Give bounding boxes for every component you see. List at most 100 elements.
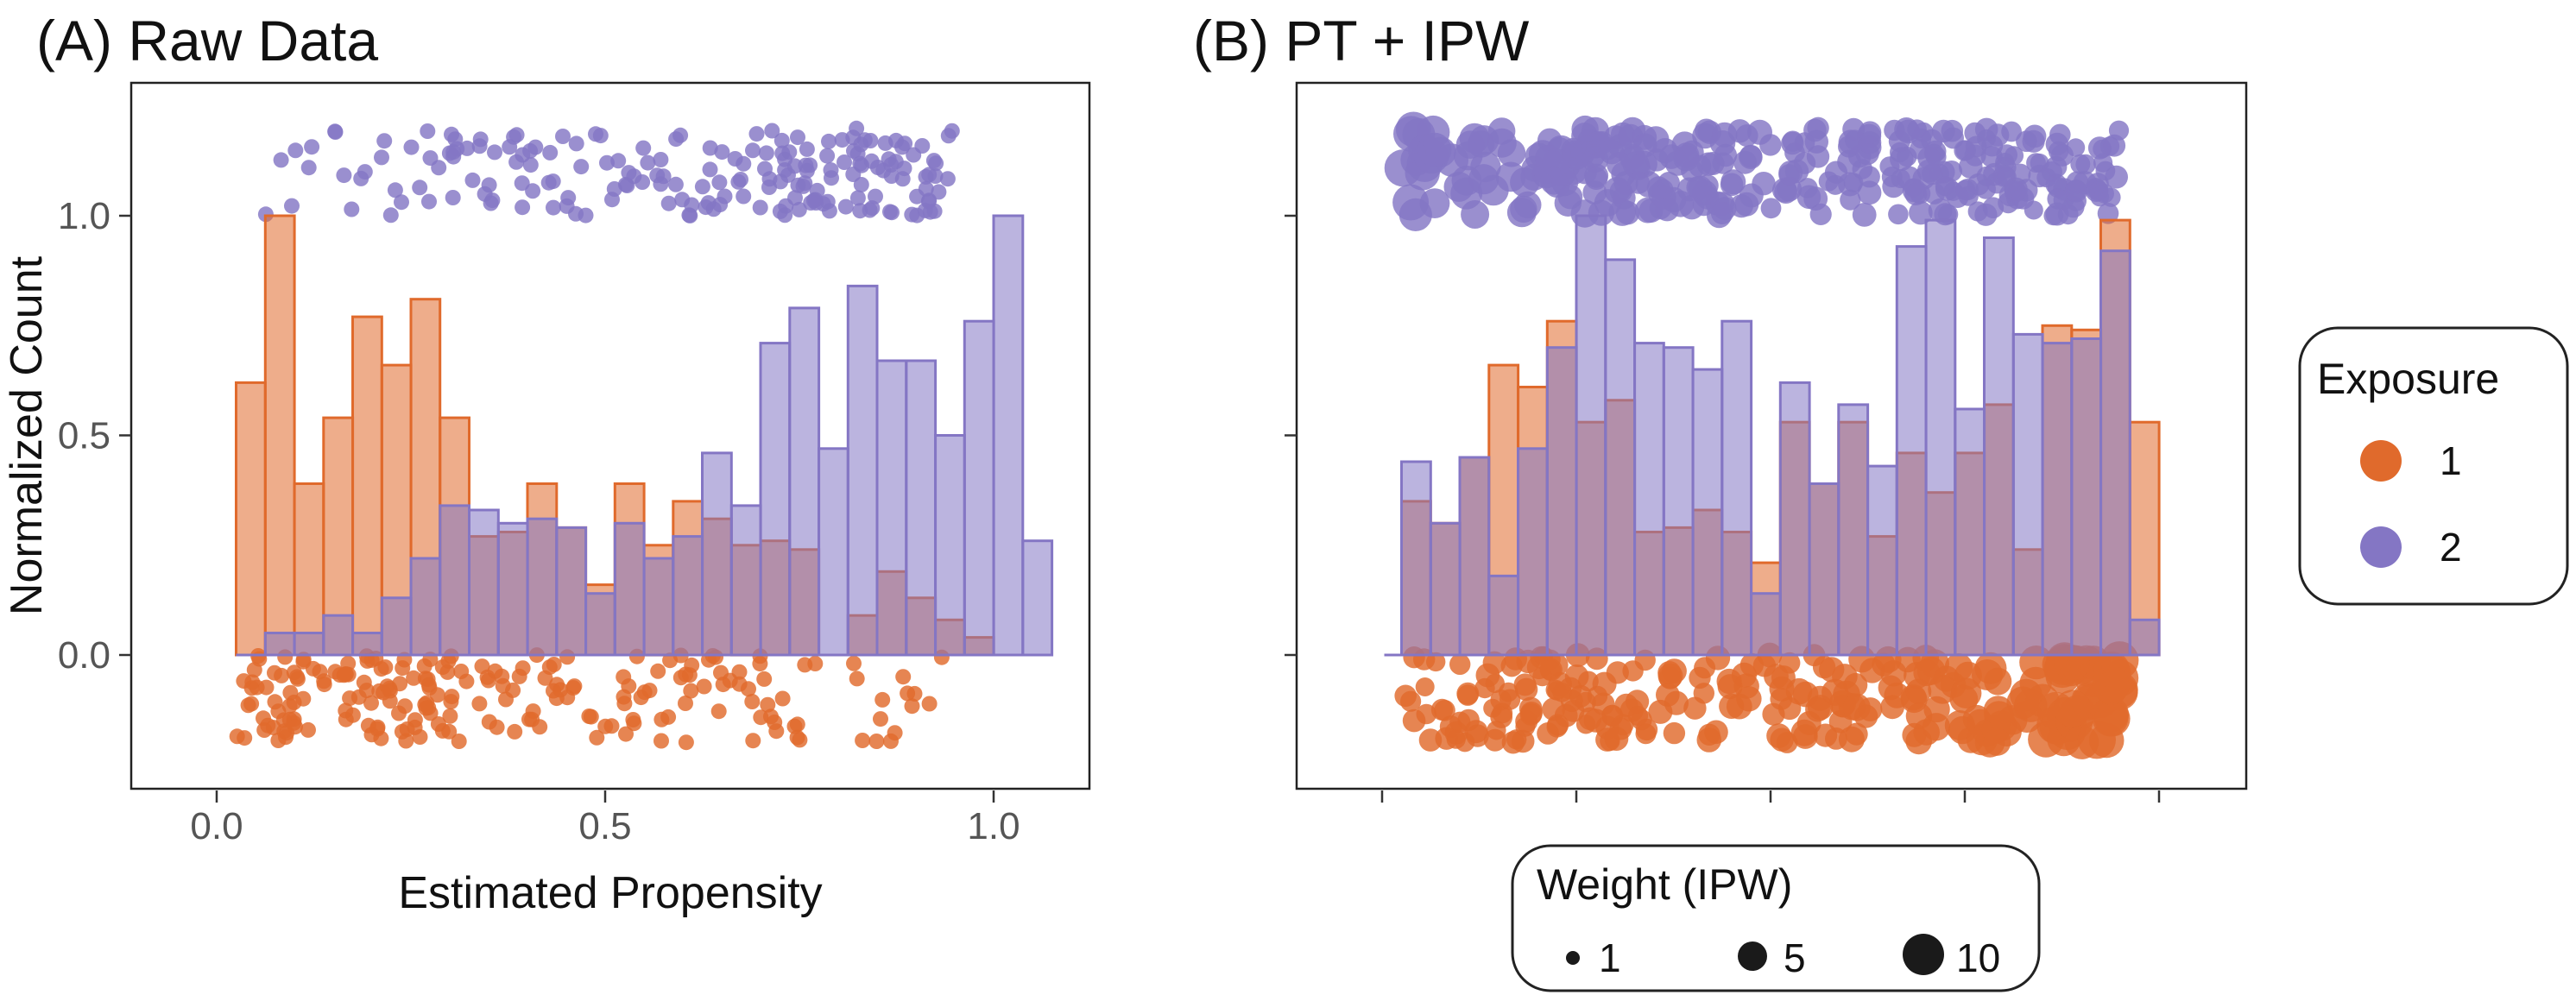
exposure-1-point	[420, 671, 436, 687]
exposure-2-point	[477, 186, 493, 202]
exposure-2-point	[711, 174, 728, 191]
exposure-1-point	[1546, 716, 1568, 738]
panel-a-y-axis-label: Normalized Count	[2, 255, 52, 615]
exposure-2-point	[472, 131, 489, 148]
exposure-2-point	[555, 129, 571, 144]
exposure-1-point	[1542, 697, 1566, 721]
exposure-2-point	[1585, 167, 1608, 190]
exposure-2-point	[824, 170, 839, 186]
exposure-2-point	[412, 179, 428, 196]
exposure-2-point	[884, 205, 900, 221]
exposure-2-point	[1857, 180, 1882, 205]
exposure-2-point	[1453, 141, 1483, 171]
exposure-2-point	[1604, 177, 1631, 204]
exposure-1-point	[710, 703, 727, 720]
exposure-1-point	[412, 729, 428, 745]
exposure-2-point	[1909, 200, 1933, 225]
exposure-2-point	[702, 140, 718, 156]
exposure-1-point	[1752, 654, 1777, 677]
exposure-2-point	[926, 203, 943, 219]
exposure-2-point	[883, 157, 900, 173]
exposure-2-point	[849, 120, 865, 136]
exposure-2-point	[1710, 202, 1733, 224]
panel-a-x-axis-label: Estimated Propensity	[398, 868, 822, 918]
exposure-2-point	[2005, 146, 2024, 166]
exposure-2-point	[888, 132, 904, 148]
exposure-2-point	[809, 182, 825, 198]
exposure-1-point	[683, 683, 699, 699]
exposure-1-point	[382, 693, 398, 709]
exposure-1-point	[289, 669, 305, 685]
exposure-2-point	[1806, 145, 1830, 168]
exposure-1-point	[1466, 724, 1489, 747]
exposure-2-bar	[555, 526, 588, 657]
exposure-2-point	[819, 148, 836, 164]
exposure-1-point	[229, 728, 245, 745]
exposure-1-point	[265, 720, 281, 736]
exposure-1-point	[921, 696, 938, 712]
exposure-2-point	[799, 141, 815, 157]
exposure-2-point	[604, 192, 620, 208]
exposure-2-point	[927, 168, 944, 184]
exposure-2-point	[653, 152, 669, 167]
exposure-2-point	[1852, 203, 1877, 227]
exposure-1-point	[906, 685, 923, 702]
exposure-2-point	[573, 159, 590, 175]
exposure-2-point	[1739, 183, 1764, 208]
exposure-1-point	[616, 669, 632, 685]
panel-b-bars	[1384, 214, 2161, 657]
exposure-2-point	[939, 171, 956, 187]
exposure-2-point	[610, 153, 627, 169]
exposure-2-point	[853, 177, 869, 192]
exposure-1-point	[525, 703, 541, 720]
exposure-1-point	[1858, 697, 1883, 721]
exposure-1-point	[1627, 705, 1649, 727]
weight-1-legend-label: 1	[1599, 935, 1621, 980]
exposure-2-point	[568, 135, 584, 152]
exposure-1-point	[1733, 673, 1759, 699]
exposure-2-point	[1514, 191, 1542, 219]
weight-10-legend-label: 10	[1956, 935, 2000, 980]
exposure-1-point	[434, 659, 451, 676]
exposure-2-point	[2048, 141, 2069, 161]
exposure-2-point	[344, 201, 360, 217]
exposure-1-point	[650, 663, 666, 679]
exposure-1-point	[626, 715, 642, 732]
exposure-2-legend-key	[2360, 526, 2402, 568]
exposure-1-point	[1922, 713, 1951, 741]
exposure-1-point	[846, 655, 862, 671]
exposure-2-point	[1843, 173, 1864, 192]
exposure-1-point	[407, 712, 423, 728]
exposure-1-point	[1518, 696, 1543, 721]
exposure-1-point	[1449, 711, 1471, 733]
exposure-1-point	[344, 707, 361, 723]
panel-b-exposure-2-points	[1384, 111, 2130, 231]
exposure-2-point	[522, 157, 539, 173]
exposure-1-point	[745, 733, 761, 749]
exposure-2-point	[1904, 183, 1928, 206]
exposure-1-point	[532, 719, 548, 735]
exposure-2-point	[2093, 153, 2113, 173]
exposure-2-bar	[788, 306, 821, 657]
exposure-2-point	[1837, 149, 1862, 174]
exposure-1-point	[1805, 696, 1830, 722]
exposure-2-point	[422, 150, 439, 167]
exposure-1-point	[1694, 657, 1716, 679]
exposure-1-point	[855, 733, 871, 748]
exposure-1-point	[392, 676, 408, 692]
exposure-1-point	[1449, 653, 1471, 675]
exposure-1-legend-label: 1	[2440, 438, 2462, 483]
exposure-2-point	[387, 182, 403, 198]
exposure-2-bar	[672, 535, 704, 657]
exposure-2-point	[868, 188, 883, 205]
exposure-1-point	[1983, 727, 2011, 756]
exposure-2-point	[327, 124, 344, 140]
exposure-2-point	[802, 157, 818, 173]
exposure-2-point	[1461, 200, 1490, 229]
exposure-1-point	[678, 666, 694, 683]
exposure-2-point	[928, 155, 944, 172]
exposure-2-point	[1622, 151, 1650, 179]
exposure-2-bar	[1924, 218, 1957, 657]
exposure-2-bar	[1458, 456, 1491, 657]
